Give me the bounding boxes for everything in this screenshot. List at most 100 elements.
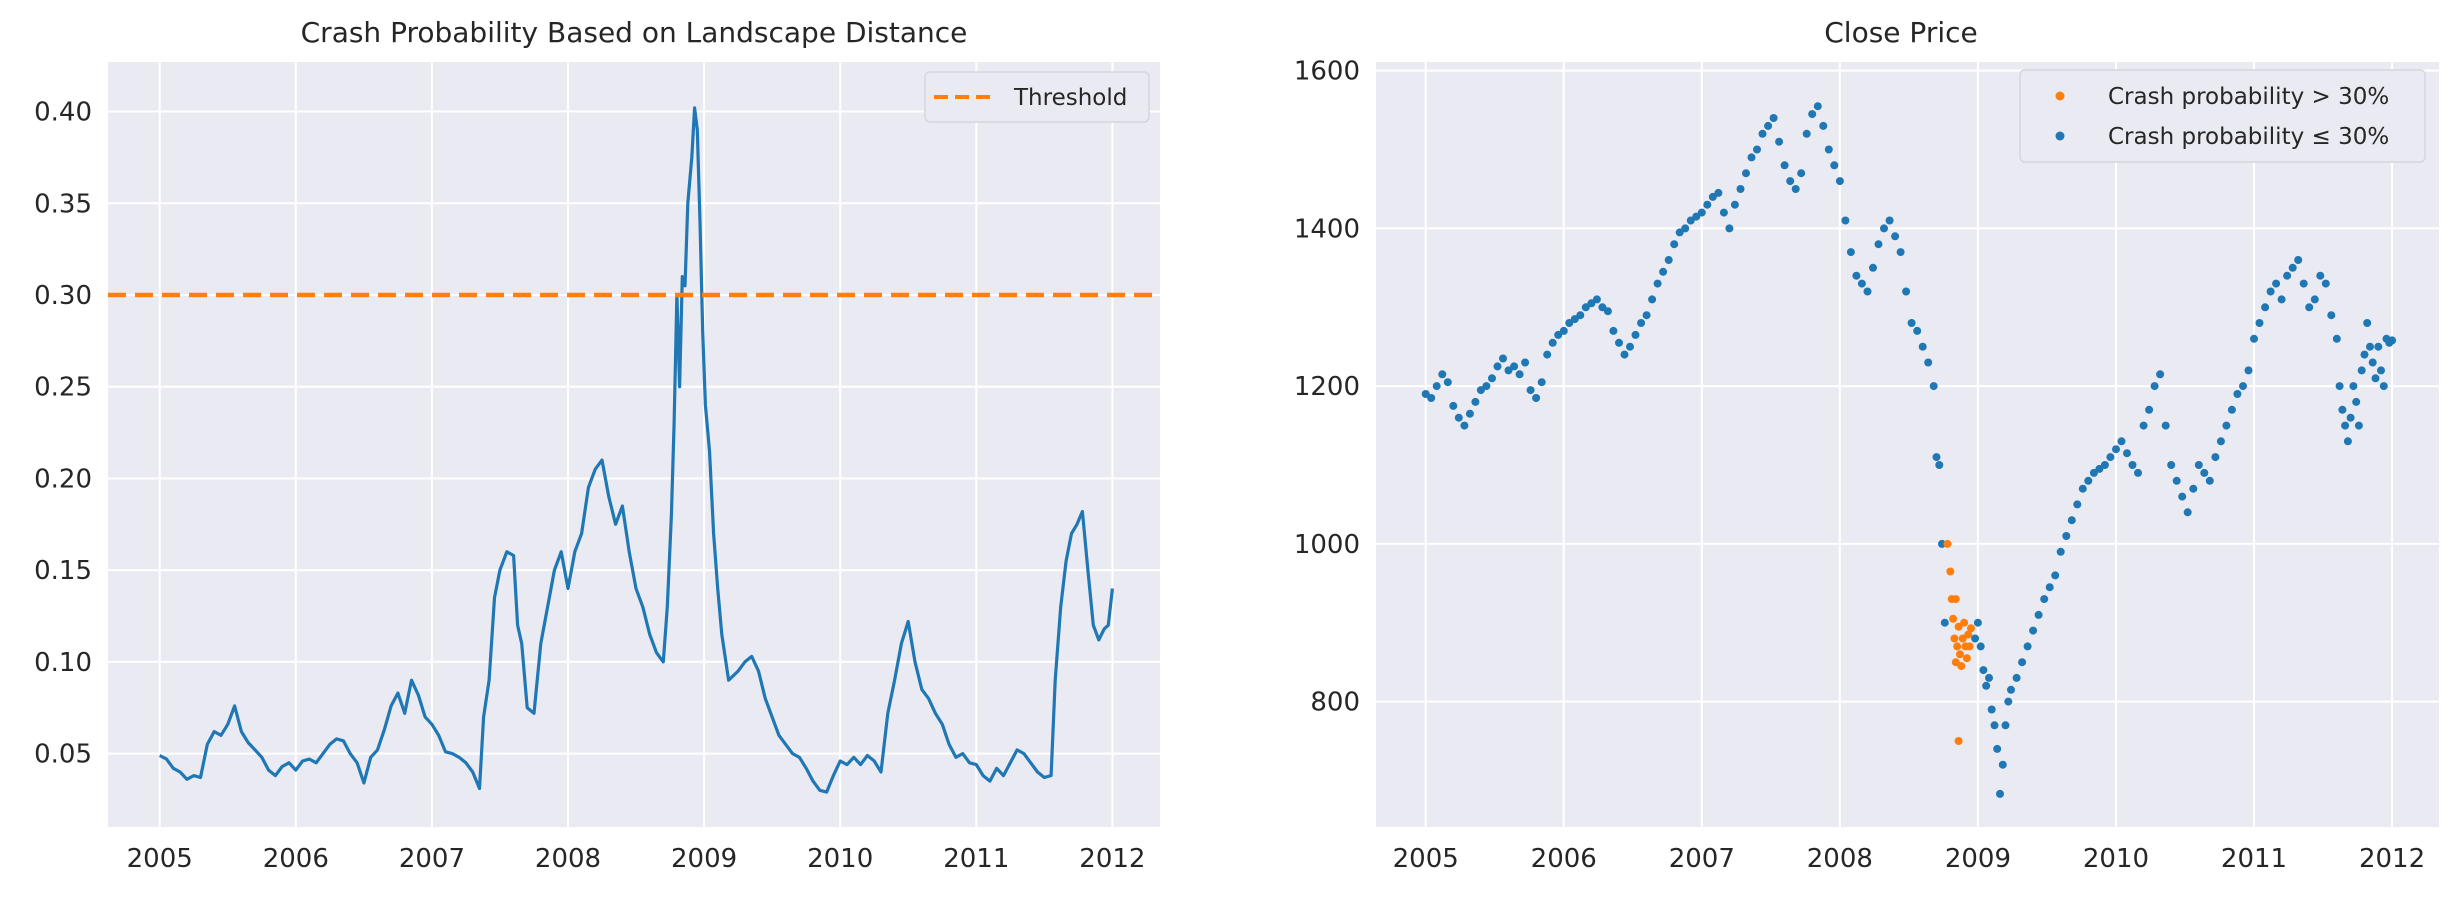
scatter-point [1824,145,1833,154]
x-tick-label: 2005 [1393,844,1459,874]
scatter-point [1830,161,1839,170]
probability-line [158,106,1114,794]
scatter-point [1537,378,1546,387]
scatter-point [2172,476,2181,485]
scatter-point [2089,468,2098,477]
scatter-point [1670,240,1679,249]
scatter-point [1852,271,1861,280]
scatter-point [1438,370,1447,379]
scatter-point [2321,279,2330,288]
scatter-point [2156,370,2165,379]
scatter-point [1460,421,1469,430]
scatter-point [2045,583,2054,592]
scatter-point [1918,342,1927,351]
scatter-point [1465,409,1474,418]
scatter-point [1841,216,1850,225]
scatter-point [2338,405,2347,414]
scatter-point [1653,279,1662,288]
scatter-point [1548,338,1557,347]
legend: Crash probability > 30% Crash probabilit… [2019,69,2426,163]
x-tick-label: 2012 [1079,844,1145,874]
scatter-point [1648,295,1657,304]
scatter-point [2327,311,2336,320]
scatter-point [1971,634,1980,643]
scatter-point [2073,500,2082,509]
scatter-point [1603,307,1612,316]
y-tick-label: 0.20 [34,464,92,494]
scatter-point [1996,789,2004,798]
y-tick-label: 0.40 [34,98,92,128]
scatter-point [1476,386,1485,395]
scatter-point [2123,449,2131,458]
scatter-point [1935,461,1944,469]
scatter-point [1764,121,1773,130]
scatter-point [1965,642,1974,651]
scatter-point [2216,437,2225,446]
scatter-point [1993,744,2002,753]
scatter-point [2371,374,2380,383]
scatter-point [2018,658,2027,667]
scatter-point [1846,248,1855,257]
scatter-point [2360,350,2369,359]
scatter-point [2161,421,2170,430]
scatter-point [2341,421,2350,430]
scatter-point [1664,256,1673,264]
scatter-point [1954,737,1963,745]
scatter-point [1753,145,1761,154]
scatter-point [1797,169,1806,178]
scatter-point [1697,208,1706,217]
legend-threshold-label: Threshold [1013,85,1127,111]
scatter-point [2288,263,2297,272]
x-tick-label: 2007 [399,844,465,874]
x-tick-label: 2011 [943,844,1009,874]
scatter-point [2227,405,2236,414]
scatter-point [1526,386,1535,395]
scatter-point [2316,271,2325,280]
legend-label-crash-high: Crash probability > 30% [2108,84,2389,110]
y-tick-label: 0.05 [34,740,92,770]
scatter-point [2150,382,2159,391]
scatter-point [1449,401,1458,410]
crash-probability-chart: Crash Probability Based on Landscape Dis… [34,16,1160,874]
scatter-point [1863,287,1872,296]
scatter-point [1951,595,1960,604]
scatter-point [2244,366,2253,375]
scatter-point [1780,161,1789,170]
scatter-point [1714,188,1723,197]
scatter-point [2277,295,2286,304]
scatter-point [1504,366,1513,375]
scatter-point [1543,350,1552,359]
scatter-point [2250,334,2258,343]
legend: Threshold [924,71,1150,123]
scatter-point [1891,232,1900,241]
scatter-point [1976,642,1985,651]
scatter-point [1957,662,1966,671]
scatter-point [1998,760,2007,769]
x-tick-label: 2006 [1531,844,1597,874]
y-tick-label: 0.15 [34,556,92,586]
legend-marker-crash-high [2055,91,2065,101]
chart-title: Crash Probability Based on Landscape Dis… [301,16,968,49]
scatter-point [2354,421,2363,430]
scatter-point [1956,650,1964,659]
scatter-point [2145,405,2154,414]
scatter-point [2167,461,2176,469]
scatter-point [1443,378,1452,387]
scatter-point [1932,453,1941,462]
scatter-point [2029,626,2038,635]
scatter-point [1896,248,1905,257]
scatter-point [1559,326,1568,335]
scatter-point [1592,295,1601,304]
scatter-point [1659,267,1668,276]
scatter-point [1953,642,1962,651]
scatter-point [1982,681,1991,690]
legend-box [2019,69,2426,163]
scatter-point [2004,697,2013,706]
y-tick-label: 0.25 [34,373,92,403]
scatter-point [1515,370,1524,379]
y-tick-label: 0.10 [34,648,92,678]
scatter-point [1786,177,1795,186]
scatter-point [1620,350,1629,359]
scatter-point [1581,303,1590,312]
